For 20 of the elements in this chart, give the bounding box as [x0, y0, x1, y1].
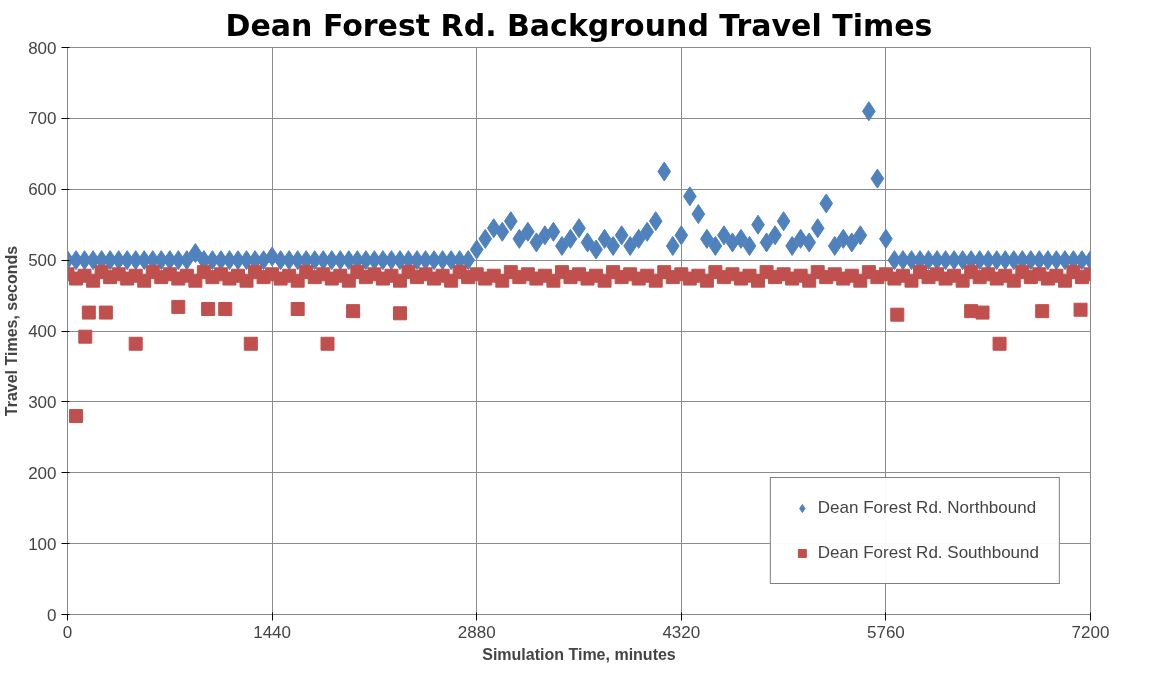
x-tick-label: 5760 — [866, 622, 905, 642]
y-tick-label: 100 — [28, 534, 57, 554]
y-tick-label: 500 — [28, 251, 57, 271]
chart-title: Dean Forest Rd. Background Travel Times — [225, 7, 933, 43]
x-tick-label: 2880 — [457, 622, 496, 642]
x-tick-label: 7200 — [1071, 622, 1110, 642]
y-tick-label: 0 — [47, 605, 57, 625]
y-tick-label: 200 — [28, 463, 57, 483]
y-tick-label: 600 — [28, 180, 57, 200]
y-axis-title: Travel Times, seconds — [3, 245, 21, 417]
x-tick-label: 4320 — [662, 622, 701, 642]
legend-label: Dean Forest Rd. Southbound — [817, 543, 1039, 563]
x-tick-label: 1440 — [253, 622, 292, 642]
y-tick-label: 300 — [28, 392, 57, 412]
x-axis-title: Simulation Time, minutes — [482, 645, 676, 663]
legend-label: Dean Forest Rd. Northbound — [817, 498, 1037, 518]
x-tick-label: 0 — [62, 622, 73, 642]
y-tick-label: 800 — [28, 38, 57, 58]
y-tick-label: 400 — [28, 322, 57, 341]
y-tick-label: 700 — [28, 109, 57, 129]
